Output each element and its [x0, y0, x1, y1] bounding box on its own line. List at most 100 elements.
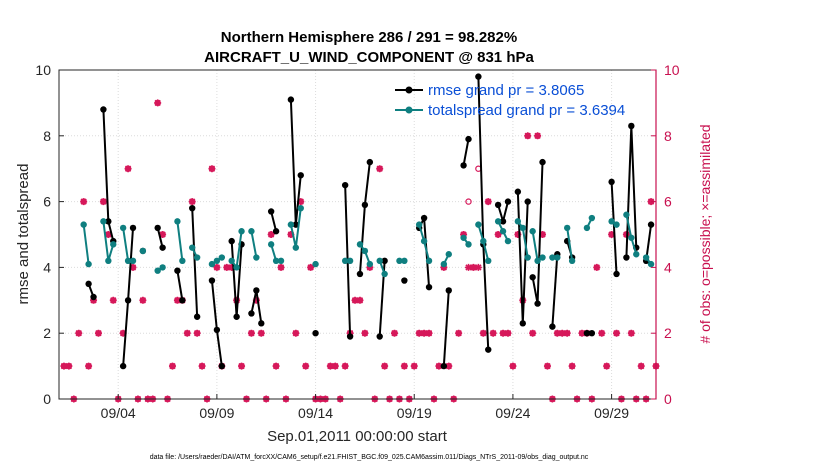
rmse-point [623, 254, 630, 261]
rmse-point [539, 158, 546, 166]
y-tick-label-0: 0 [43, 391, 51, 407]
rmse-point [341, 181, 349, 189]
totalspread-point [124, 257, 132, 265]
rmse-point [297, 172, 304, 179]
totalspread-point [445, 251, 452, 258]
obs-assimilated-point [257, 329, 265, 337]
rmse-point [494, 201, 502, 209]
rmse-point [499, 218, 507, 225]
y-tick-label-4: 4 [43, 259, 51, 275]
totalspread-point [475, 221, 482, 228]
totalspread-point [376, 257, 383, 265]
legend-totalspread-marker [405, 106, 413, 114]
totalspread-point [608, 218, 615, 225]
totalspread-point [583, 224, 591, 232]
obs-assimilated-point [198, 362, 206, 370]
obs-assimilated-point [391, 329, 399, 337]
rmse-line-segment [442, 290, 450, 367]
totalspread-point [193, 254, 201, 261]
rmse-point [193, 313, 201, 320]
rmse-point [475, 73, 482, 80]
totalspread-point [213, 257, 221, 265]
totalspread-point [341, 257, 349, 265]
totalspread-point [248, 228, 255, 235]
obs-assimilated-point [213, 263, 221, 271]
rmse-point [154, 224, 161, 232]
rmse-point [258, 320, 265, 327]
obs-assimilated-point [139, 296, 147, 304]
totalspread-point [174, 218, 181, 225]
obs-assimilated-point [297, 198, 305, 206]
obs-assimilated-point [159, 231, 167, 238]
obs-assimilated-point [366, 263, 374, 271]
obs-assimilated-point [173, 296, 181, 304]
obs-assimilated-point [415, 329, 423, 337]
obs-assimilated-point [435, 362, 443, 370]
obs-assimilated-point [484, 198, 492, 206]
totalspread-point [519, 224, 526, 232]
totalspread-line-segment [566, 227, 574, 261]
obs-assimilated-point [598, 329, 606, 337]
rmse-point [583, 330, 591, 337]
totalspread-point [312, 260, 319, 268]
rmse-point [312, 330, 319, 337]
totalspread-point [85, 260, 92, 268]
totalspread-point [228, 257, 235, 265]
totalspread-point [415, 221, 423, 228]
y-tick-label-8: 8 [43, 128, 51, 144]
totalspread-point [420, 237, 428, 245]
totalspread-point [139, 247, 147, 255]
rmse-point [647, 221, 655, 228]
totalspread-point [154, 267, 161, 274]
obs-assimilated-point [534, 132, 542, 140]
totalspread-point [267, 241, 275, 248]
rmse-point [356, 270, 364, 278]
totalspread-point [189, 244, 196, 251]
rmse-point [218, 362, 226, 370]
y-axis-label: rmse and totalspread [15, 164, 32, 305]
obs-assimilated-point [188, 198, 196, 206]
obs-assimilated-point [494, 231, 502, 238]
obs-assimilated-point [252, 296, 260, 304]
y-right-tick-label-8: 8 [664, 128, 672, 144]
rmse-point [485, 346, 492, 353]
obs-assimilated-point [504, 329, 512, 337]
totalspread-point [238, 228, 245, 235]
footnote: data file: /Users/raeder/DAI/ATM_forcXX/… [150, 454, 589, 461]
totalspread-point [514, 218, 522, 225]
y-axis-right: 0 2 4 6 8 10 [651, 62, 680, 407]
y-tick-label-10: 10 [35, 62, 51, 78]
totalspread-point [297, 204, 304, 212]
rmse-point [124, 297, 132, 304]
rmse-point [534, 300, 541, 307]
obs-assimilated-point [351, 296, 359, 304]
chart-title: Northern Hemisphere 286 / 291 = 98.282% [221, 29, 517, 46]
rmse-point [465, 135, 472, 143]
rmse-point [174, 267, 181, 274]
totalspread-point [253, 254, 260, 261]
totalspread-point [346, 257, 354, 265]
rmse-point [401, 277, 408, 284]
obs-assimilated-point [124, 165, 132, 173]
legend-rmse-label: rmse grand pr = 3.8065 [428, 82, 584, 99]
obs-assimilated-point [104, 231, 112, 238]
rmse-point [267, 208, 275, 215]
obs-assimilated-point [553, 329, 561, 337]
rmse-point [529, 274, 536, 281]
obs-assimilated-point [94, 329, 102, 337]
totalspread-point [80, 221, 87, 228]
chart-subtitle: AIRCRAFT_U_WIND_COMPONENT @ 831 hPa [204, 49, 534, 66]
totalspread-point [396, 257, 403, 265]
obs-assimilated-point [361, 329, 369, 337]
obs-assimilated-point [465, 263, 473, 271]
totalspread-point [534, 257, 541, 265]
totalspread-point [100, 218, 107, 225]
totalspread-point [628, 234, 635, 241]
obs-assimilated-point [593, 263, 601, 271]
y-tick-label-2: 2 [43, 325, 51, 341]
legend-rmse-marker [405, 86, 413, 94]
totalspread-point [440, 260, 448, 268]
obs-assimilated-point [292, 329, 300, 337]
y-axis-left: 0 2 4 6 8 10 [35, 62, 64, 407]
x-axis: 09/04 09/09 09/14 09/19 09/24 09/29 [101, 394, 629, 421]
